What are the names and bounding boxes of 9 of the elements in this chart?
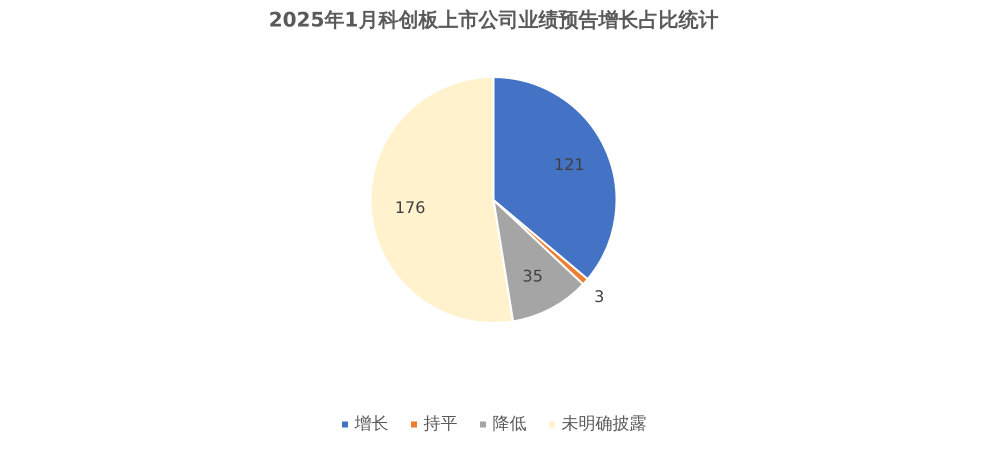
data-label: 176 xyxy=(394,198,426,217)
data-label: 35 xyxy=(522,266,543,286)
legend-label: 降低 xyxy=(492,413,526,435)
data-label: 3 xyxy=(594,287,604,306)
legend-label: 增长 xyxy=(354,413,388,435)
data-label: 121 xyxy=(554,154,585,174)
legend-label: 持平 xyxy=(424,413,458,435)
chart-title: 2025年1月科创板上市公司业绩预告增长占比统计 xyxy=(268,8,718,32)
legend-label: 未明确披露 xyxy=(562,413,646,435)
